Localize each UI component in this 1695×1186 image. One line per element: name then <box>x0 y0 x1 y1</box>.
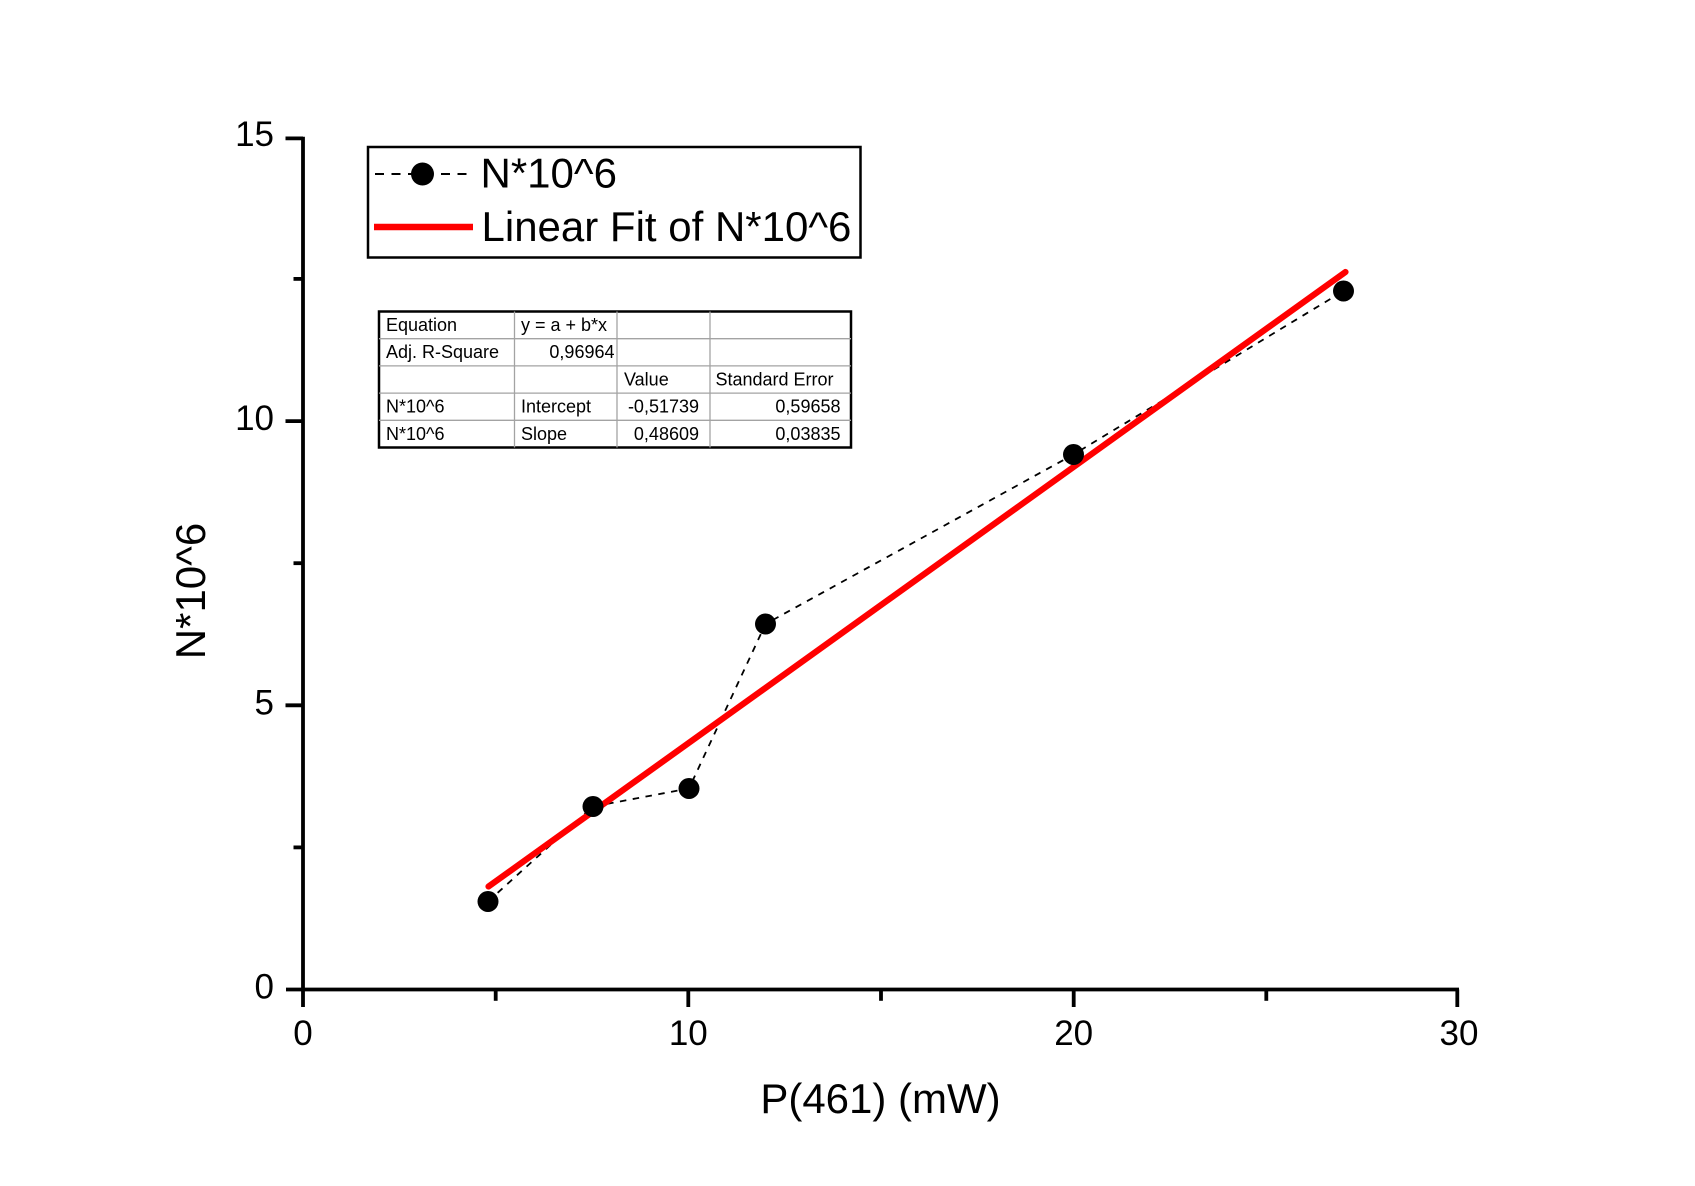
svg-text:Standard Error: Standard Error <box>716 369 834 389</box>
svg-text:0,96964: 0,96964 <box>549 342 614 362</box>
svg-text:15: 15 <box>235 115 274 154</box>
svg-text:-0,51739: -0,51739 <box>628 397 699 417</box>
svg-text:0: 0 <box>293 1014 312 1053</box>
svg-text:Slope: Slope <box>521 424 567 444</box>
svg-text:Adj. R-Square: Adj. R-Square <box>386 342 499 362</box>
svg-text:Value: Value <box>624 369 669 389</box>
svg-text:0,03835: 0,03835 <box>775 424 840 444</box>
svg-text:N*10^6: N*10^6 <box>481 150 617 197</box>
svg-text:10: 10 <box>669 1014 708 1053</box>
svg-text:y = a + b*x: y = a + b*x <box>521 315 607 335</box>
svg-text:Equation: Equation <box>386 315 457 335</box>
svg-text:20: 20 <box>1054 1014 1093 1053</box>
svg-text:N*10^6: N*10^6 <box>167 523 214 659</box>
svg-text:P(461) (mW): P(461) (mW) <box>760 1075 1000 1122</box>
svg-text:5: 5 <box>255 683 274 722</box>
svg-text:N*10^6: N*10^6 <box>386 397 444 417</box>
svg-text:30: 30 <box>1440 1014 1479 1053</box>
svg-text:N*10^6: N*10^6 <box>386 424 444 444</box>
svg-text:0,59658: 0,59658 <box>775 397 840 417</box>
svg-text:Linear Fit of N*10^6: Linear Fit of N*10^6 <box>482 203 852 250</box>
svg-text:0,48609: 0,48609 <box>634 424 699 444</box>
svg-text:Intercept: Intercept <box>521 397 591 417</box>
svg-text:10: 10 <box>235 399 274 438</box>
svg-text:0: 0 <box>255 968 274 1007</box>
